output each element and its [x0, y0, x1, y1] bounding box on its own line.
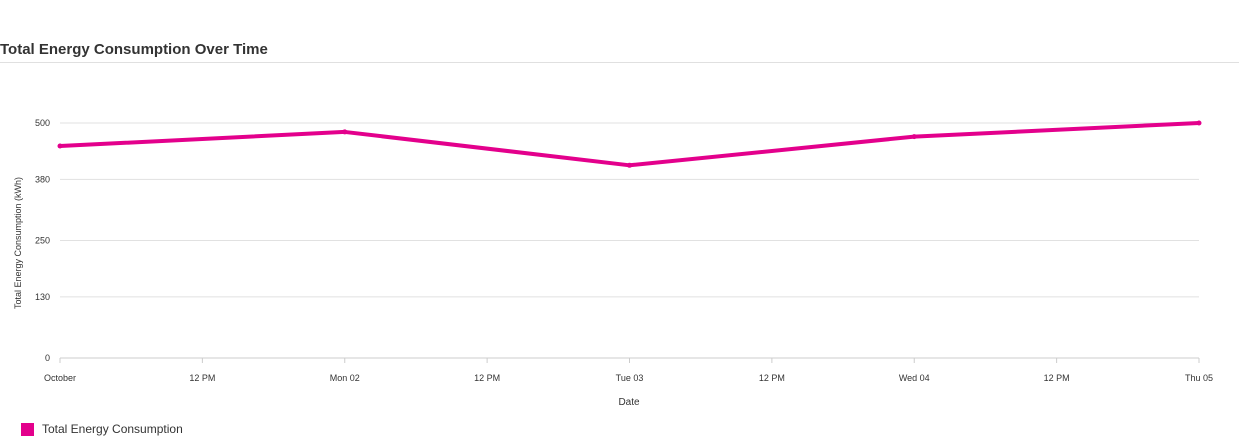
- data-point[interactable]: [911, 134, 917, 140]
- x-tick-label: 12 PM: [474, 373, 500, 383]
- y-tick-labels: 0 130 250 380 500: [35, 118, 50, 363]
- x-tick-label: Mon 02: [330, 373, 360, 383]
- legend[interactable]: Total Energy Consumption: [21, 422, 183, 436]
- x-tick-label: 12 PM: [189, 373, 215, 383]
- x-tick-label: October: [44, 373, 76, 383]
- x-tick-label: 12 PM: [759, 373, 785, 383]
- x-tick-label: Thu 05: [1185, 373, 1213, 383]
- chart-title: Total Energy Consumption Over Time: [0, 41, 268, 58]
- y-tick-label: 500: [35, 118, 50, 128]
- x-tick-label: 12 PM: [1044, 373, 1070, 383]
- y-axis-label: Total Energy Consumption (kWh): [13, 177, 23, 309]
- y-tick-label: 250: [35, 236, 50, 246]
- data-point[interactable]: [342, 129, 348, 135]
- data-point[interactable]: [627, 162, 632, 168]
- x-axis-label: Date: [618, 397, 640, 408]
- legend-swatch: [21, 422, 34, 436]
- y-tick-label: 130: [35, 292, 50, 302]
- x-tick-label: Tue 03: [616, 373, 644, 383]
- legend-label: Total Energy Consumption: [42, 422, 183, 436]
- data-point[interactable]: [1196, 120, 1202, 126]
- data-point[interactable]: [57, 143, 63, 149]
- series: [57, 120, 1202, 168]
- series-line: [58, 121, 1201, 168]
- x-tick-label: Wed 04: [899, 373, 930, 383]
- grid-lines: [60, 122, 1199, 298]
- y-tick-label: 0: [45, 353, 50, 363]
- y-tick-label: 380: [35, 174, 50, 184]
- title-divider: [0, 62, 1239, 63]
- x-tick-labels: October 12 PM Mon 02 12 PM Tue 03 12 PM Wed 04…: [44, 358, 1213, 383]
